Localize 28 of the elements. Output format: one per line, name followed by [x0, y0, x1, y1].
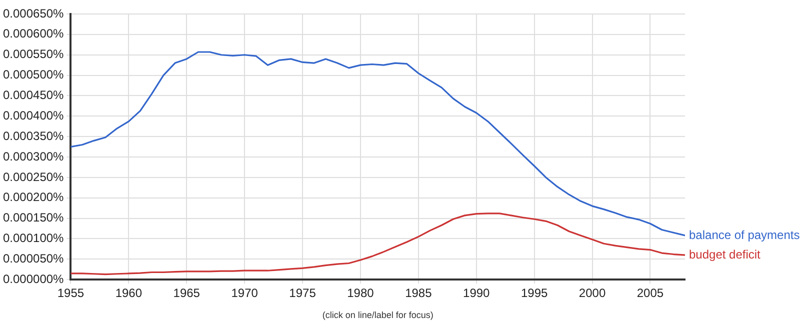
y-tick-label: 0.000300% — [2, 149, 64, 164]
y-tick-label: 0.000400% — [2, 108, 64, 122]
text: (click on line/label for focus) — [322, 310, 434, 320]
x-tick-label: 2005 — [636, 286, 664, 300]
x-tick-label: 1965 — [173, 286, 200, 300]
x-tick-label: 1995 — [520, 286, 548, 300]
x-tick-label: 1975 — [289, 286, 316, 300]
series-label: balance of payments — [689, 228, 800, 242]
series-label: budget deficit — [689, 247, 762, 262]
y-tick-label: 0.000600% — [2, 26, 64, 41]
y-tick-label: 0.000100% — [2, 231, 64, 246]
y-tick-label: 0.000150% — [2, 210, 64, 225]
y-tick-label: 0.000350% — [2, 128, 64, 143]
x-tick-label: 1980 — [347, 286, 374, 300]
x-tick-label: 1985 — [405, 286, 432, 300]
x-tick-label: 2000 — [578, 286, 606, 300]
y-tick-label: 0.000000% — [2, 272, 64, 286]
y-tick-label: 0.000250% — [2, 170, 64, 184]
y-tick-label: 0.000050% — [2, 251, 64, 266]
x-tick-label: 1960 — [115, 286, 142, 300]
y-tick-label: 0.000550% — [2, 47, 64, 62]
y-tick-label: 0.000200% — [2, 190, 64, 204]
y-tick-label: 0.000500% — [2, 68, 64, 82]
x-tick-label: 1955 — [57, 286, 84, 300]
x-tick-label: 1990 — [463, 286, 490, 300]
y-tick-label: 0.000650% — [2, 6, 64, 20]
y-tick-label: 0.000450% — [2, 88, 64, 102]
x-tick-label: 1970 — [231, 286, 258, 300]
